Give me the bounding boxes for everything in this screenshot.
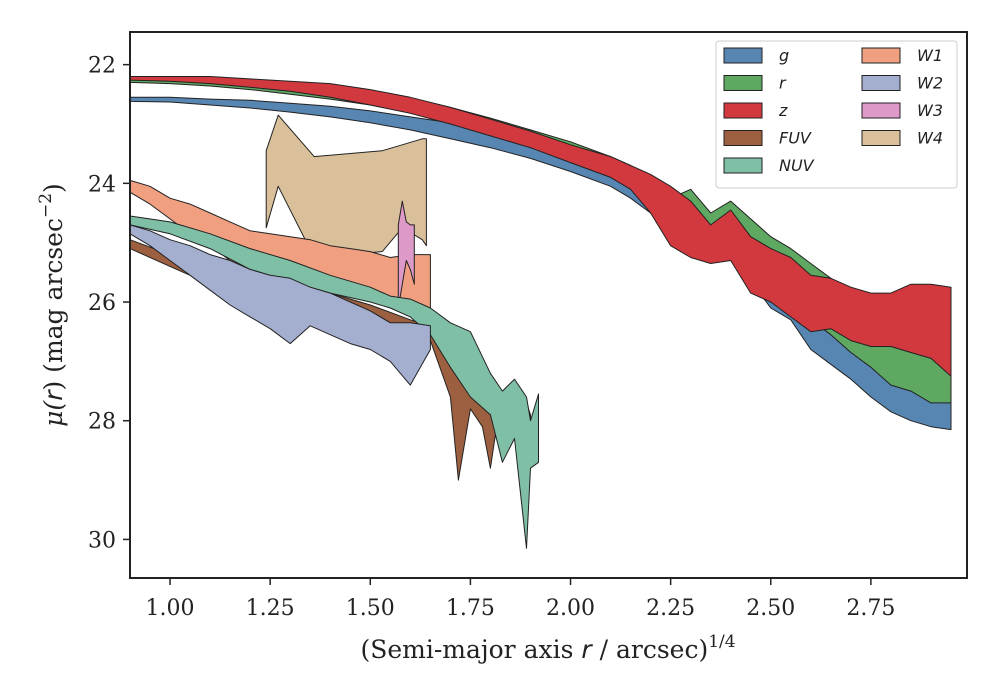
legend-swatch-r [723,75,763,91]
legend-label-w4: W4 [917,129,943,148]
band-w2 [129,224,431,386]
legend-label-r: r [779,74,787,93]
legend-label-z: z [778,101,788,120]
legend-swatch-z [723,102,763,119]
legend-swatch-w4 [861,130,901,146]
x-tick-label: 2.00 [546,596,595,621]
band-z [129,76,952,377]
legend-swatch-nuv [723,157,763,174]
legend-label-fuv: FUV [779,129,812,148]
x-tick-label: 1.00 [146,596,195,621]
y-axis: 22 24 26 28 30 [88,54,130,553]
x-tick-label: 2.50 [746,596,795,621]
y-axis-label: μ(r) (mag arcsec−2) [36,183,68,427]
x-tick-label: 1.25 [246,596,295,621]
x-tick-label: 2.75 [846,596,895,621]
x-axis: 1.00 1.25 1.50 1.75 2.00 2.25 2.50 2.75 [146,578,895,621]
band-w4 [265,114,427,258]
y-tick-label: 30 [88,528,116,553]
legend-label-w1: W1 [917,46,943,65]
legend-label-w3: W3 [917,101,943,120]
legend-label-w2: W2 [917,74,943,93]
legend-swatch-fuv [723,130,763,146]
legend-swatch-w3 [861,102,901,119]
legend-swatch-g [723,47,763,64]
x-axis-label: (Semi-major axis r / arcsec)1/4 [360,632,735,664]
legend-swatch-w1 [861,47,901,64]
y-tick-label: 28 [88,410,116,435]
legend: grz FUV NUV W1 W2 W3 W4 [715,40,958,189]
legend-label-nuv: NUV [779,156,815,175]
legend-label-g: g [779,46,789,65]
y-tick-label: 22 [88,54,116,79]
y-tick-label: 24 [88,172,116,197]
plot-area [129,76,952,549]
y-tick-label: 26 [88,291,116,316]
plot-frame [129,31,968,579]
x-tick-label: 2.25 [646,596,695,621]
band-w3 [397,200,415,309]
x-tick-label: 1.50 [346,596,395,621]
legend-swatch-w2 [861,75,901,91]
x-tick-label: 1.75 [446,596,495,621]
